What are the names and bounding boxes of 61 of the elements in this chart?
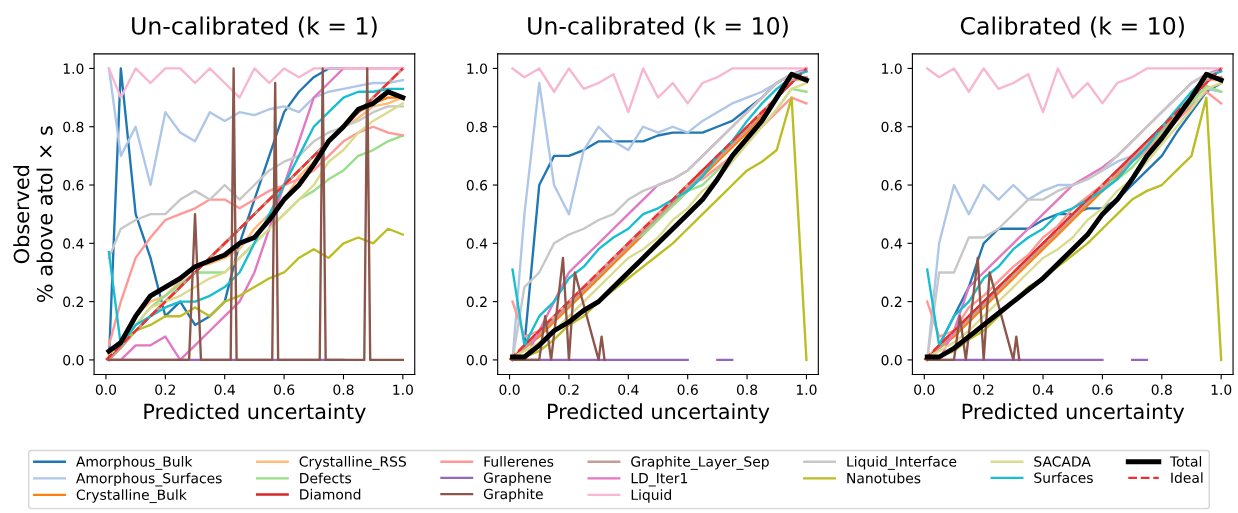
x-tick-label: 0.4 (214, 384, 235, 395)
legend-label: Graphite_Layer_Sep (631, 456, 769, 470)
legend-label: Nanotubes (847, 472, 921, 484)
x-tick-label: 0.2 (155, 384, 175, 395)
legend-label: Ideal (1171, 472, 1203, 483)
y-tick-label: 0.4 (881, 238, 902, 249)
legend-label: Diamond (300, 488, 361, 500)
x-tick-label: 0.2 (558, 384, 579, 395)
y-tick-label: 0.2 (466, 296, 487, 308)
legend-label: Crystalline_RSS (299, 456, 406, 470)
x-tick-label: 0.0 (499, 384, 520, 395)
x-tick-label: 0.4 (618, 384, 639, 395)
y-tick-label: 0.6 (881, 180, 902, 191)
legend-label: Liquid (631, 489, 671, 503)
legend-label: Amorphous_Surfaces (76, 472, 222, 487)
y-tick-label: 0.4 (466, 238, 488, 249)
legend-label: Fullerenes (484, 456, 554, 467)
y-tick-label: 0.8 (466, 121, 487, 133)
y-tick-label: 1.0 (882, 63, 902, 74)
legend-label: Graphite (483, 488, 543, 502)
y-tick-label: 0.6 (466, 180, 488, 191)
y-tick-label: 0.2 (63, 296, 83, 308)
y-tick-label: 0.0 (881, 354, 902, 366)
chart-title: Un-calibrated (k = 1) (132, 16, 377, 38)
y-tick-label: 0.4 (63, 238, 84, 249)
x-axis-title: Predicted uncertainty (144, 403, 366, 424)
x-tick-label: 0.2 (973, 384, 994, 395)
legend-label: Total (1169, 456, 1202, 467)
legend-label: Defects (300, 472, 352, 484)
x-tick-label: 0.8 (333, 384, 354, 395)
y-axis-title: Observed % above atol × s (13, 126, 53, 302)
x-tick-label: 0.0 (914, 384, 935, 395)
chart-title: Un-calibrated (k = 10) (528, 16, 788, 38)
x-tick-label: 1.0 (393, 384, 413, 395)
chart-title: Calibrated (k = 10) (960, 16, 1184, 38)
legend-label: Graphene (483, 472, 551, 486)
x-tick-label: 0.0 (95, 384, 117, 395)
legend-label: Liquid_Interface (847, 456, 957, 470)
y-tick-label: 0.2 (881, 296, 902, 308)
y-tick-label: 0.0 (466, 354, 488, 366)
x-axis-title: Predicted uncertainty (962, 403, 1185, 424)
legend-label: Surfaces (1034, 472, 1093, 483)
x-tick-label: 1.0 (1211, 384, 1232, 395)
x-tick-label: 0.8 (736, 384, 758, 395)
x-tick-label: 0.6 (1092, 384, 1113, 395)
x-axis-title: Predicted uncertainty (548, 403, 770, 424)
y-tick-label: 0.8 (63, 121, 84, 133)
y-tick-label: 1.0 (467, 63, 488, 74)
y-tick-label: 0.0 (63, 354, 84, 366)
legend-label: SACADA (1034, 456, 1091, 467)
x-tick-label: 0.6 (273, 384, 295, 395)
x-tick-label: 1.0 (796, 384, 817, 395)
y-tick-label: 0.8 (881, 121, 902, 133)
legend-label: Amorphous_Bulk (76, 456, 193, 470)
y-tick-label: 0.6 (63, 180, 84, 191)
y-tick-label: 1.0 (63, 63, 84, 74)
x-tick-label: 0.4 (1032, 384, 1054, 395)
legend-label: LD_Iter1 (631, 473, 688, 487)
x-tick-label: 0.8 (1151, 384, 1172, 395)
legend-label: Crystalline_Bulk (76, 489, 187, 504)
x-tick-label: 0.6 (677, 384, 698, 395)
